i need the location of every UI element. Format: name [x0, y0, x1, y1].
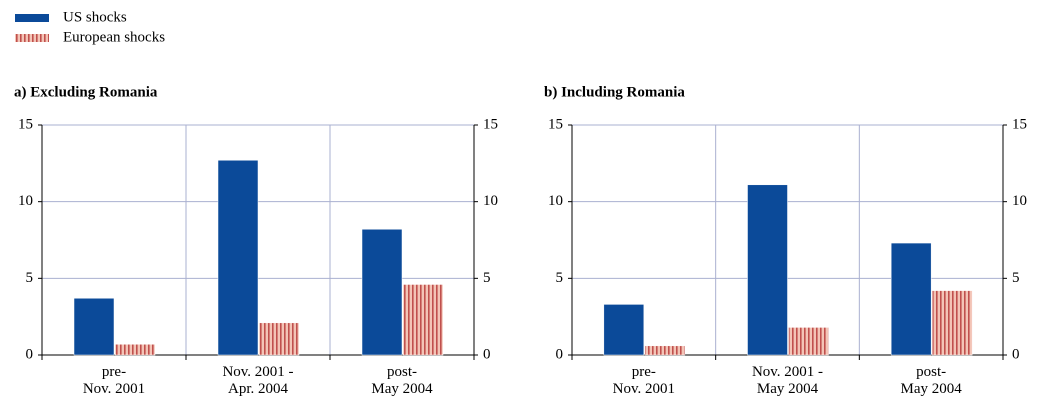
y2-tick-label: 0 [483, 346, 491, 362]
y2-tick-label: 5 [1012, 270, 1020, 286]
y2-tick-label: 10 [1012, 193, 1027, 209]
y-tick-label: 5 [26, 270, 34, 286]
legend-label: European shocks [63, 29, 165, 45]
y-tick-label: 0 [26, 346, 34, 362]
bar [890, 242, 932, 356]
y-tick-label: 15 [18, 116, 33, 132]
chart-title: b) Including Romania [544, 84, 685, 100]
legend-label: US shocks [63, 9, 127, 25]
bar [361, 229, 403, 356]
x-tick-label: Nov. 2001 - May 2004 [751, 364, 824, 397]
x-tick-label: post- May 2004 [900, 364, 962, 397]
bar [747, 184, 788, 356]
y-tick-label: 15 [548, 116, 563, 132]
bar [931, 290, 973, 356]
y2-tick-label: 15 [483, 116, 498, 132]
y2-tick-label: 15 [1012, 116, 1027, 132]
y2-tick-label: 5 [483, 270, 491, 286]
x-tick-label: pre- Nov. 2001 [82, 364, 146, 397]
y-tick-label: 10 [548, 193, 563, 209]
bar [788, 327, 829, 356]
bar [258, 322, 300, 356]
bar [603, 304, 645, 356]
y-tick-label: 0 [556, 346, 564, 362]
x-tick-label: Nov. 2001 - Apr. 2004 [222, 364, 294, 397]
y2-tick-label: 0 [1012, 346, 1020, 362]
y2-tick-label: 10 [483, 193, 498, 209]
bar [114, 344, 156, 356]
legend-swatch [15, 34, 49, 42]
bar [644, 345, 686, 356]
x-tick-label: pre- Nov. 2001 [612, 364, 675, 397]
bar [217, 160, 259, 356]
chart-title: a) Excluding Romania [14, 84, 158, 100]
legend-swatch [15, 14, 49, 22]
y-tick-label: 5 [556, 270, 564, 286]
bar [402, 284, 444, 356]
x-tick-label: post- May 2004 [371, 364, 433, 397]
y-tick-label: 10 [18, 193, 33, 209]
bar [73, 298, 115, 356]
